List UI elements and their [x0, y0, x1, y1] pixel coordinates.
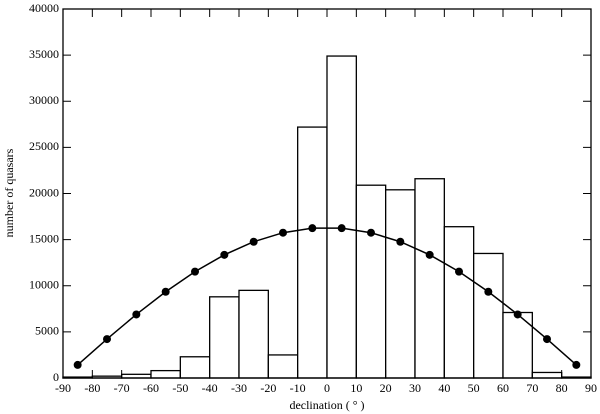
- histogram-bar: [150, 369, 181, 379]
- histogram-bar: [297, 126, 328, 379]
- x-tick-label: -40: [202, 381, 218, 395]
- histogram-bar: [414, 178, 445, 379]
- x-tick-label: -30: [231, 381, 247, 395]
- line-marker: [543, 335, 551, 344]
- line-marker: [73, 360, 82, 369]
- x-tick-label: -60: [143, 381, 159, 395]
- line-marker: [484, 287, 493, 296]
- x-tick-label: 50: [468, 381, 480, 395]
- line-marker: [425, 250, 434, 259]
- histogram-bar: [385, 189, 416, 379]
- histogram-bar: [209, 296, 240, 379]
- line-marker: [513, 310, 522, 319]
- x-tick-label: -70: [114, 381, 130, 395]
- line-marker: [191, 267, 199, 276]
- x-tick-label: 30: [409, 381, 421, 395]
- x-tick-label: 60: [497, 381, 509, 395]
- line-marker: [396, 237, 405, 246]
- line-marker: [572, 360, 581, 369]
- x-tick-label: 40: [438, 381, 450, 395]
- line-marker: [161, 287, 170, 296]
- y-tick-label: 35000: [29, 47, 59, 61]
- y-tick-label: 20000: [29, 185, 59, 199]
- x-tick-label: -90: [55, 381, 71, 395]
- x-tick-label: -80: [84, 381, 100, 395]
- y-tick-label: 25000: [29, 139, 59, 153]
- x-axis-label: declination ( ° ): [289, 398, 364, 412]
- histogram-bar: [443, 226, 475, 379]
- y-tick-label: 0: [53, 370, 59, 384]
- histogram-bar: [355, 184, 387, 379]
- line-marker: [455, 267, 463, 276]
- line-marker: [103, 335, 111, 344]
- histogram-bar: [238, 289, 269, 379]
- line-marker: [279, 228, 287, 237]
- histogram-bar: [267, 354, 299, 379]
- line-marker: [308, 224, 317, 233]
- x-tick-label: 70: [526, 381, 538, 395]
- y-tick-label: 10000: [29, 278, 59, 292]
- y-tick-label: 5000: [35, 324, 59, 338]
- line-marker: [132, 310, 141, 319]
- x-tick-label: 10: [350, 381, 362, 395]
- x-tick-label: -10: [290, 381, 306, 395]
- y-axis-label: number of quasars: [2, 148, 16, 237]
- line-marker: [367, 228, 375, 237]
- x-tick-label: -20: [260, 381, 276, 395]
- histogram-bar: [179, 356, 211, 379]
- x-tick-label: 0: [324, 381, 330, 395]
- histogram-bar: [473, 252, 504, 379]
- x-tick-label: 20: [380, 381, 392, 395]
- x-tick-label: 90: [585, 381, 597, 395]
- line-marker: [220, 250, 229, 259]
- line-marker: [337, 224, 346, 233]
- histogram-bar: [531, 371, 563, 379]
- y-tick-label: 30000: [29, 93, 59, 107]
- histogram-bar: [326, 55, 357, 379]
- y-tick-label: 15000: [29, 231, 59, 245]
- line-marker: [249, 237, 258, 246]
- line: [77, 227, 577, 366]
- x-tick-label: -50: [172, 381, 188, 395]
- y-tick-label: 40000: [29, 1, 59, 15]
- x-tick-label: 80: [556, 381, 568, 395]
